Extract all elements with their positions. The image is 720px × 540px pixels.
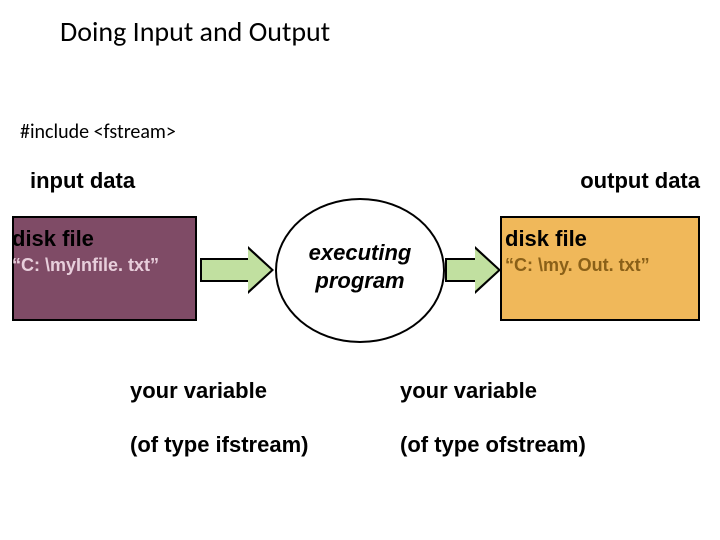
executing-label-2: program <box>295 268 425 294</box>
slide-title: Doing Input and Output <box>60 14 330 49</box>
output-disk-file-title: disk file <box>505 226 587 252</box>
of-type-left: (of type ifstream) <box>130 432 308 458</box>
arrow-input-to-program <box>200 246 278 294</box>
executing-label-1: executing <box>295 240 425 266</box>
include-directive: #include <fstream> <box>20 120 176 144</box>
arrow-program-to-output <box>445 246 505 294</box>
your-variable-right: your variable <box>400 378 537 404</box>
input-data-label: input data <box>30 168 135 194</box>
arrow-body <box>200 258 248 282</box>
output-disk-file-path: “C: \my. Out. txt” <box>505 255 650 276</box>
output-data-label: output data <box>580 168 700 194</box>
arrow-head-fill <box>248 249 271 291</box>
input-disk-file-title: disk file <box>12 226 94 252</box>
your-variable-left: your variable <box>130 378 267 404</box>
slide-canvas: Doing Input and Output #include <fstream… <box>0 0 720 540</box>
of-type-right: (of type ofstream) <box>400 432 586 458</box>
arrow-body <box>445 258 475 282</box>
arrow-head-fill <box>475 249 498 291</box>
input-disk-file-path: “C: \myInfile. txt” <box>12 255 159 276</box>
